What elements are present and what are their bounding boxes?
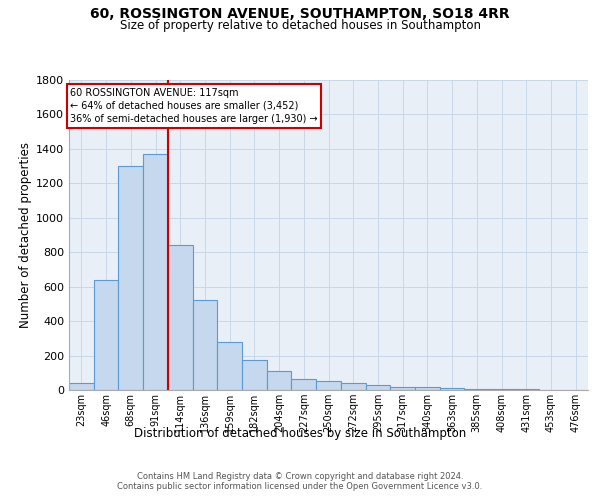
Bar bbox=[94, 280, 118, 390]
Bar bbox=[390, 386, 415, 390]
Text: Distribution of detached houses by size in Southampton: Distribution of detached houses by size … bbox=[134, 428, 466, 440]
Bar bbox=[143, 154, 168, 390]
Bar bbox=[242, 360, 267, 390]
Bar bbox=[193, 300, 217, 390]
Bar bbox=[267, 371, 292, 390]
Text: Size of property relative to detached houses in Southampton: Size of property relative to detached ho… bbox=[119, 19, 481, 32]
Bar bbox=[69, 383, 94, 390]
Bar bbox=[489, 389, 514, 390]
Y-axis label: Number of detached properties: Number of detached properties bbox=[19, 142, 32, 328]
Text: 60, ROSSINGTON AVENUE, SOUTHAMPTON, SO18 4RR: 60, ROSSINGTON AVENUE, SOUTHAMPTON, SO18… bbox=[90, 8, 510, 22]
Bar bbox=[292, 379, 316, 390]
Bar bbox=[118, 166, 143, 390]
Bar bbox=[168, 246, 193, 390]
Bar bbox=[365, 385, 390, 390]
Text: Contains HM Land Registry data © Crown copyright and database right 2024.
Contai: Contains HM Land Registry data © Crown c… bbox=[118, 472, 482, 491]
Bar bbox=[464, 389, 489, 390]
Text: 60 ROSSINGTON AVENUE: 117sqm
← 64% of detached houses are smaller (3,452)
36% of: 60 ROSSINGTON AVENUE: 117sqm ← 64% of de… bbox=[70, 88, 318, 124]
Bar bbox=[415, 388, 440, 390]
Bar bbox=[217, 342, 242, 390]
Bar bbox=[440, 388, 464, 390]
Bar bbox=[341, 383, 365, 390]
Bar bbox=[316, 382, 341, 390]
